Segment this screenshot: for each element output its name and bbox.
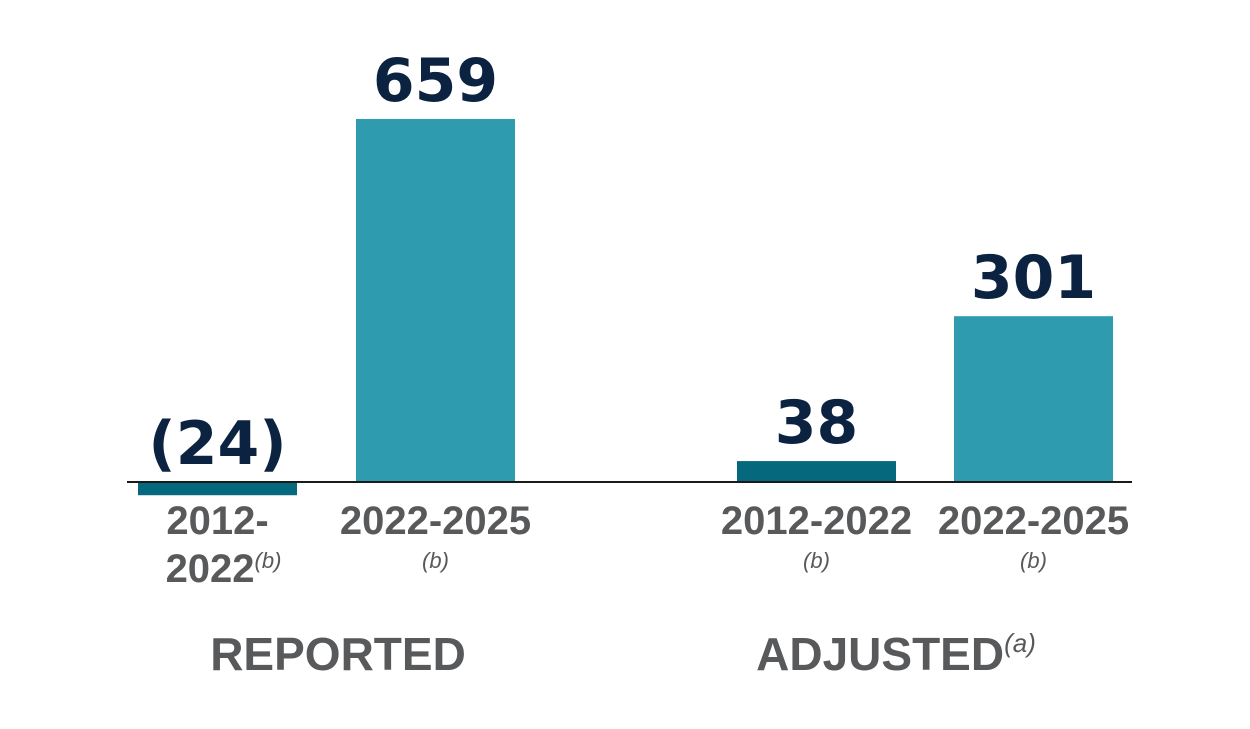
value-label-2: 659 bbox=[373, 46, 498, 116]
category-label-2: 2022-2025 bbox=[340, 499, 531, 543]
value-label-1: (24) bbox=[148, 409, 286, 479]
value-label-4: 301 bbox=[971, 243, 1096, 313]
value-label-3: 38 bbox=[775, 388, 859, 458]
labels-layer: (24)2012-2022(b)6592022-2025(b)382012-20… bbox=[148, 46, 1129, 680]
bar-2 bbox=[356, 119, 515, 482]
category-label-1-line2: 2022(b) bbox=[166, 547, 282, 591]
category-label-3: 2012-2022 bbox=[721, 499, 912, 543]
category-footnote-2: (b) bbox=[422, 548, 449, 573]
bar-1 bbox=[138, 482, 297, 496]
category-label-1: 2012- bbox=[166, 499, 268, 543]
category-footnote-3: (b) bbox=[803, 548, 830, 573]
bar-4 bbox=[954, 316, 1113, 482]
category-label-4: 2022-2025 bbox=[938, 499, 1129, 543]
bar-3 bbox=[737, 461, 896, 482]
group-label-reported: REPORTED bbox=[210, 628, 466, 680]
group-footnote-adjusted: (a) bbox=[1004, 628, 1036, 658]
category-footnote-1: (b) bbox=[255, 548, 282, 573]
group-label-adjusted: ADJUSTED(a) bbox=[756, 628, 1036, 680]
category-footnote-4: (b) bbox=[1020, 548, 1047, 573]
bars-layer bbox=[138, 119, 1113, 496]
